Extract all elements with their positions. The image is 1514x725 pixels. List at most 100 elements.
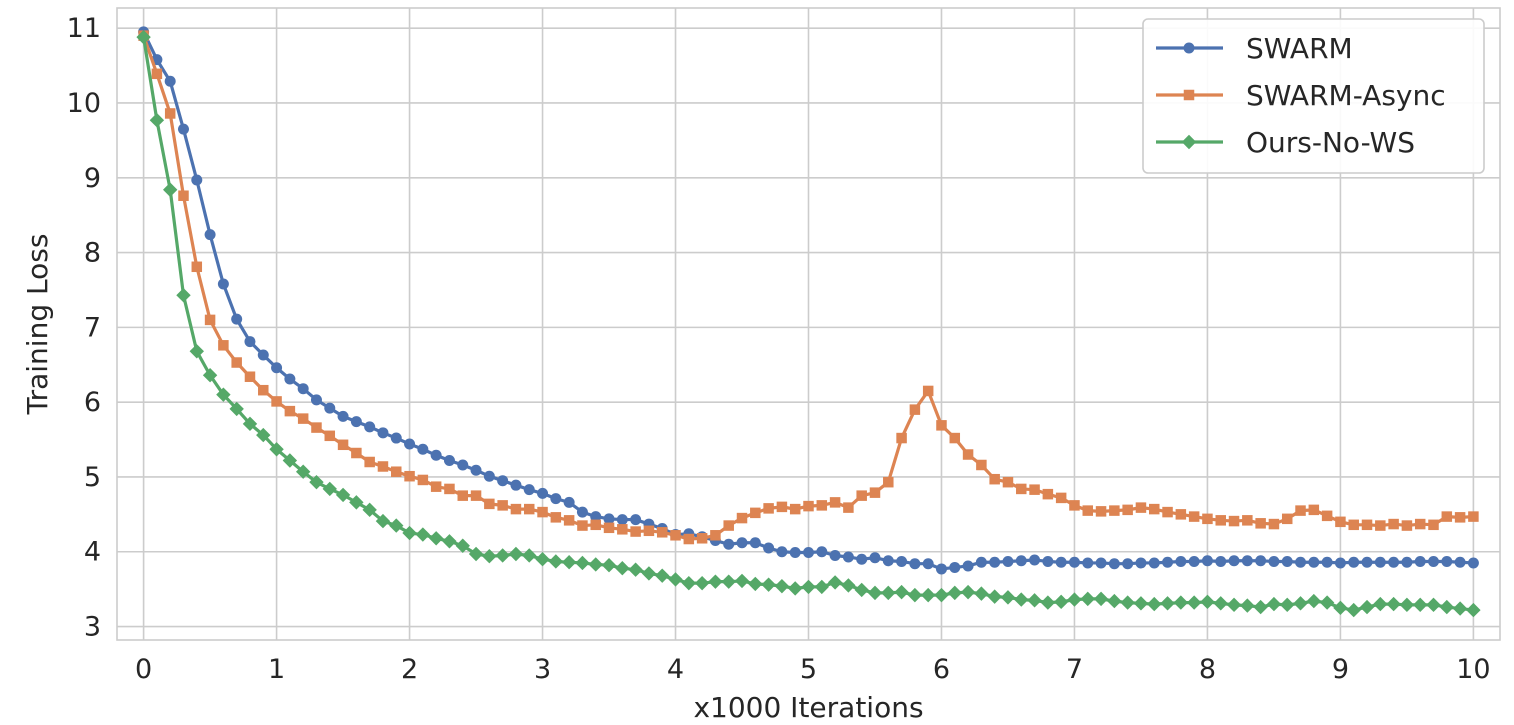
ours-no-ws-point (202, 368, 218, 383)
swarm-async-point (377, 461, 389, 472)
swarm-point (1029, 554, 1041, 566)
ours-no-ws-point (588, 557, 603, 572)
ours-no-ws-point (748, 576, 763, 592)
ours-no-ws-point (402, 525, 417, 541)
swarm-point (1467, 557, 1479, 569)
ours-no-ws-point (881, 585, 896, 601)
ours-no-ws-point (1040, 595, 1056, 610)
swarm-async-point (1414, 518, 1426, 530)
swarm-async-point (869, 487, 881, 498)
legend-label: Ours-No-WS (1246, 126, 1415, 159)
ours-no-ws-point (867, 585, 883, 601)
swarm-async-point (1042, 488, 1054, 500)
ours-no-ws-point (694, 575, 710, 591)
swarm-point (204, 229, 216, 241)
swarm-async-point (1095, 506, 1107, 517)
swarm-point (1255, 555, 1267, 567)
ours-no-ws-point (1147, 596, 1162, 612)
swarm-point (909, 558, 921, 570)
ours-no-ws-point (628, 562, 643, 577)
ours-no-ws-point (601, 558, 617, 573)
swarm-async-point (816, 500, 828, 511)
ours-no-ws-point (827, 575, 843, 590)
x-tick-label: 10 (1456, 654, 1490, 685)
swarm-point (803, 546, 814, 558)
swarm-async-point (231, 357, 242, 368)
ours-no-ws-point (468, 546, 484, 562)
swarm-async-point (1375, 520, 1386, 531)
swarm-async-point (1002, 476, 1014, 488)
ours-no-ws-point (721, 574, 736, 589)
ours-no-ws-point (1120, 595, 1135, 610)
swarm-point (1361, 556, 1373, 568)
swarm-point (1095, 557, 1107, 569)
swarm-async-point (457, 490, 468, 501)
swarm-async-point (523, 503, 535, 515)
ours-no-ws-point (920, 587, 936, 603)
series-layer (136, 26, 1481, 618)
swarm-async-point (244, 371, 256, 382)
legend: SWARM SWARM-Async Ours-No-WS (1142, 18, 1485, 174)
swarm-async-point (803, 500, 814, 512)
ours-no-ws-point (176, 288, 191, 303)
swarm-point (896, 555, 908, 567)
swarm-async-point (1388, 518, 1399, 530)
swarm-async-point (962, 449, 974, 460)
ours-no-ws-point (322, 481, 337, 497)
swarm-async-point (883, 476, 894, 488)
swarm-async-point (324, 430, 336, 442)
ours-no-ws-point (335, 487, 351, 503)
swarm-point (962, 560, 974, 572)
swarm-async-point (484, 498, 495, 510)
swarm-point (271, 362, 283, 374)
swarm-async-point (1321, 510, 1333, 522)
swarm-async-point (1029, 484, 1040, 495)
swarm-point (576, 506, 588, 518)
swarm-async-point (1281, 513, 1293, 525)
ours-no-ws-point (522, 548, 537, 563)
ours-no-ws-point (269, 442, 284, 457)
ours-no-ws-point (1266, 596, 1282, 612)
swarm-point (736, 537, 748, 549)
ours-no-ws-point (1053, 594, 1069, 610)
swarm-point (497, 475, 509, 487)
ours-no-ws-point (1426, 597, 1441, 613)
ours-no-ws-point (841, 578, 856, 593)
ours-no-ws-point (934, 587, 949, 603)
swarm-point (1162, 556, 1174, 568)
swarm-point (869, 552, 881, 564)
x-tick-label: 5 (800, 654, 817, 685)
x-tick-label: 2 (401, 654, 418, 685)
swarm-point (1268, 555, 1280, 567)
ours-no-ws-point (136, 29, 151, 45)
swarm-point (537, 487, 549, 499)
swarm-async-point (470, 490, 482, 501)
swarm-point (217, 278, 229, 290)
swarm-async-point (683, 533, 695, 545)
swarm-async-point (537, 506, 548, 518)
legend-swatch-marker (1181, 134, 1197, 150)
swarm-point (1334, 557, 1346, 569)
swarm-point (404, 438, 416, 450)
ours-no-ws-point (535, 552, 550, 567)
swarm-point (1414, 555, 1426, 567)
swarm-point (364, 421, 376, 433)
x-tick-label: 3 (534, 654, 551, 685)
x-axis-label: x1000 Iterations (693, 691, 923, 724)
swarm-async-point (204, 314, 216, 326)
swarm-async-point (1468, 511, 1479, 522)
swarm-async-point (271, 396, 282, 407)
ours-no-ws-point (1346, 602, 1361, 618)
swarm-point (1108, 558, 1120, 570)
swarm-async-point (1454, 512, 1466, 523)
swarm-async-point (1268, 518, 1280, 530)
x-tick-label: 4 (667, 654, 684, 685)
ours-no-ws-point (1373, 596, 1388, 612)
ours-no-ws-point (1333, 600, 1348, 616)
swarm-point (949, 561, 961, 573)
ours-no-ws-point (761, 577, 776, 592)
swarm-point (470, 464, 482, 476)
ours-no-ws-point (1000, 590, 1016, 605)
ours-no-ws-point (894, 584, 909, 600)
